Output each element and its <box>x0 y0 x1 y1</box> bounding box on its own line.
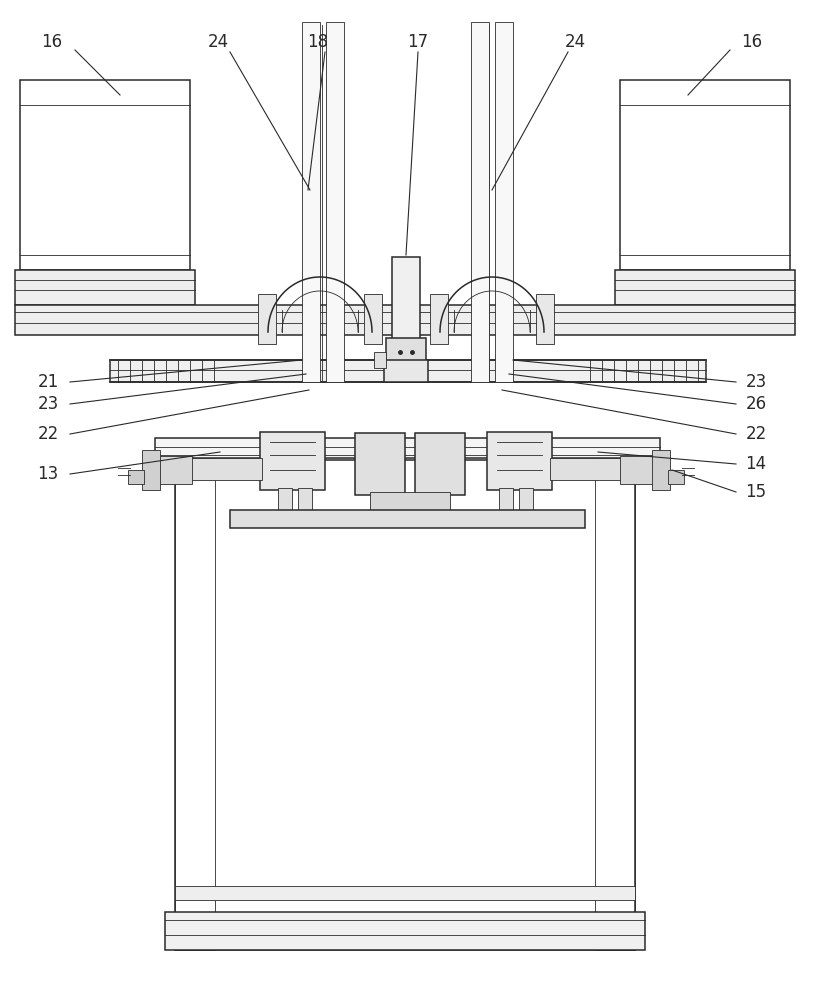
Text: 18: 18 <box>307 33 328 51</box>
Text: 22: 22 <box>746 425 767 443</box>
Bar <box>392 257 420 342</box>
Bar <box>260 432 325 490</box>
Bar <box>298 488 312 510</box>
Text: 24: 24 <box>564 33 585 51</box>
Bar <box>495 22 513 382</box>
Bar <box>415 433 465 495</box>
Bar <box>326 22 344 382</box>
Bar <box>620 80 790 270</box>
Bar <box>386 338 426 362</box>
Bar <box>175 886 635 900</box>
Bar <box>430 294 448 344</box>
Bar <box>258 294 276 344</box>
Text: 14: 14 <box>746 455 767 473</box>
Bar <box>278 488 292 510</box>
Text: 23: 23 <box>37 395 59 413</box>
Bar <box>519 488 533 510</box>
Bar <box>302 22 320 382</box>
Text: 16: 16 <box>41 33 63 51</box>
Bar <box>652 450 670 490</box>
Bar <box>15 270 195 305</box>
Bar <box>370 492 450 510</box>
Text: 16: 16 <box>741 33 763 51</box>
Bar <box>615 270 795 305</box>
Bar <box>374 352 386 368</box>
Bar <box>20 80 190 270</box>
Text: 21: 21 <box>37 373 59 391</box>
Bar <box>355 433 405 495</box>
Bar <box>499 488 513 510</box>
Bar <box>142 450 160 490</box>
Bar <box>175 458 215 950</box>
Bar <box>595 458 635 950</box>
Bar <box>175 458 635 950</box>
Bar <box>165 912 645 950</box>
Bar <box>190 458 262 480</box>
Bar <box>384 360 428 382</box>
Bar <box>230 510 585 528</box>
Text: 13: 13 <box>37 465 59 483</box>
Bar <box>550 458 622 480</box>
Text: 15: 15 <box>746 483 767 501</box>
Bar <box>155 438 660 460</box>
Bar <box>364 294 382 344</box>
Bar <box>620 456 654 484</box>
Text: 22: 22 <box>37 425 59 443</box>
Bar <box>668 470 684 484</box>
Text: 17: 17 <box>407 33 428 51</box>
Bar <box>128 470 144 484</box>
Bar <box>110 360 706 382</box>
Bar <box>471 22 489 382</box>
Bar <box>158 456 192 484</box>
Text: 23: 23 <box>746 373 767 391</box>
Bar <box>15 305 795 335</box>
Text: 26: 26 <box>746 395 767 413</box>
Text: 24: 24 <box>207 33 228 51</box>
Bar <box>487 432 552 490</box>
Bar <box>536 294 554 344</box>
